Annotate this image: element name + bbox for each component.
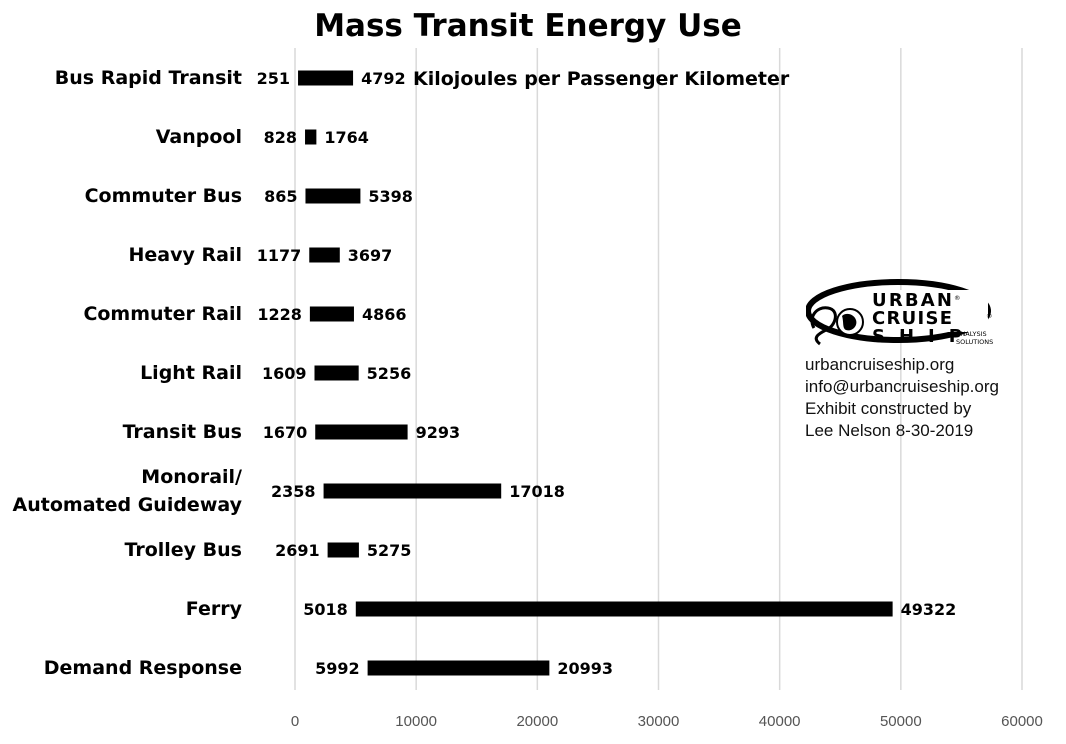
category-label-9-line-0: Ferry	[186, 598, 243, 620]
email-text: info@urbancruiseship.org	[805, 377, 999, 396]
high-label-8: 5275	[367, 541, 412, 560]
bar-9	[355, 601, 893, 617]
category-label-1-line-0: Vanpool	[156, 126, 242, 148]
bar-6	[315, 424, 408, 440]
chart-title: Mass Transit Energy Use	[314, 8, 742, 44]
category-label-4-line-0: Commuter Rail	[83, 303, 242, 325]
category-label-10-line-0: Demand Response	[44, 657, 242, 679]
credit-line-2: Lee Nelson 8-30-2019	[805, 421, 974, 440]
category-label-0-line-0: Bus Rapid Transit	[55, 67, 242, 89]
low-label-8: 2691	[275, 541, 320, 560]
high-label-0: 4792	[361, 69, 406, 88]
unit-annotation: Kilojoules per Passenger Kilometer	[413, 68, 790, 90]
credit-line-1: Exhibit constructed by	[805, 399, 972, 418]
x-tick-label-20000: 20000	[516, 713, 558, 730]
category-label-4: Commuter Rail	[83, 303, 242, 325]
high-label-10: 20993	[557, 659, 613, 678]
logo-reg-mark-2: ®	[986, 312, 993, 320]
low-label-3: 1177	[257, 246, 302, 265]
high-label-7: 17018	[509, 482, 565, 501]
logo-line2: CRUISE	[872, 308, 952, 329]
high-label-6: 9293	[416, 423, 461, 442]
bar-0	[298, 70, 354, 86]
bars	[298, 70, 893, 676]
category-label-3: Heavy Rail	[129, 244, 242, 266]
x-tick-label-10000: 10000	[395, 713, 437, 730]
value-labels: 251 4792 828 1764 865 5398 1177 3697 1228 4866 160…	[257, 69, 957, 678]
bar-8	[327, 542, 359, 558]
category-label-2: Commuter Bus	[85, 185, 242, 207]
bar-1	[305, 129, 317, 145]
category-label-2-line-0: Commuter Bus	[85, 185, 242, 207]
logo-tagline1: ANALYSIS	[956, 330, 987, 338]
category-label-7-line-1: Automated Guideway	[13, 494, 243, 516]
category-label-7: Monorail/Automated Guideway	[13, 466, 243, 516]
bar-10	[367, 660, 550, 676]
low-label-0: 251	[257, 69, 290, 88]
category-label-5: Light Rail	[140, 362, 242, 384]
bar-2	[305, 188, 361, 204]
logo-line3: SHIP	[872, 326, 976, 347]
bar-3	[309, 247, 340, 263]
category-label-8: Trolley Bus	[124, 539, 242, 561]
x-tick-label-30000: 30000	[638, 713, 680, 730]
bar-5	[314, 365, 359, 381]
low-label-5: 1609	[262, 364, 307, 383]
urban-cruise-ship-logo: URBAN CRUISE SHIP ANALYSIS SOLUTIONS ® ®	[805, 278, 996, 352]
x-tick-label-0: 0	[291, 713, 299, 730]
low-label-6: 1670	[263, 423, 308, 442]
low-label-1: 828	[264, 128, 297, 147]
x-axis-ticks: 0 10000 20000 30000 40000 50000 60000	[291, 713, 1043, 730]
logo-tagline2: SOLUTIONS	[956, 338, 993, 346]
category-label-5-line-0: Light Rail	[140, 362, 242, 384]
x-tick-label-40000: 40000	[759, 713, 801, 730]
category-label-10: Demand Response	[44, 657, 242, 679]
gridlines	[294, 48, 1023, 690]
category-label-3-line-0: Heavy Rail	[129, 244, 242, 266]
category-label-1: Vanpool	[156, 126, 242, 148]
category-label-8-line-0: Trolley Bus	[124, 539, 242, 561]
high-label-3: 3697	[348, 246, 393, 265]
low-label-7: 2358	[271, 482, 316, 501]
x-tick-label-50000: 50000	[880, 713, 922, 730]
high-label-1: 1764	[324, 128, 369, 147]
high-label-2: 5398	[368, 187, 413, 206]
bar-4	[309, 306, 354, 322]
website-text: urbancruiseship.org	[805, 355, 955, 374]
category-labels: Bus Rapid Transit Vanpool Commuter Bus Heav…	[13, 67, 243, 679]
high-label-9: 49322	[901, 600, 957, 619]
high-label-5: 5256	[367, 364, 412, 383]
bar-7	[323, 483, 502, 499]
low-label-4: 1228	[257, 305, 302, 324]
category-label-0: Bus Rapid Transit	[55, 67, 242, 89]
low-label-10: 5992	[315, 659, 360, 678]
credits-block: urbancruiseship.org info@urbancruiseship…	[805, 354, 999, 442]
logo-line1: URBAN	[872, 290, 952, 311]
category-label-6-line-0: Transit Bus	[123, 421, 242, 443]
category-label-7-line-0: Monorail/	[141, 466, 242, 488]
high-label-4: 4866	[362, 305, 407, 324]
low-label-9: 5018	[303, 600, 348, 619]
logo-reg-mark: ®	[954, 294, 961, 302]
category-label-6: Transit Bus	[123, 421, 242, 443]
category-label-9: Ferry	[186, 598, 243, 620]
x-tick-label-60000: 60000	[1001, 713, 1043, 730]
low-label-2: 865	[264, 187, 297, 206]
